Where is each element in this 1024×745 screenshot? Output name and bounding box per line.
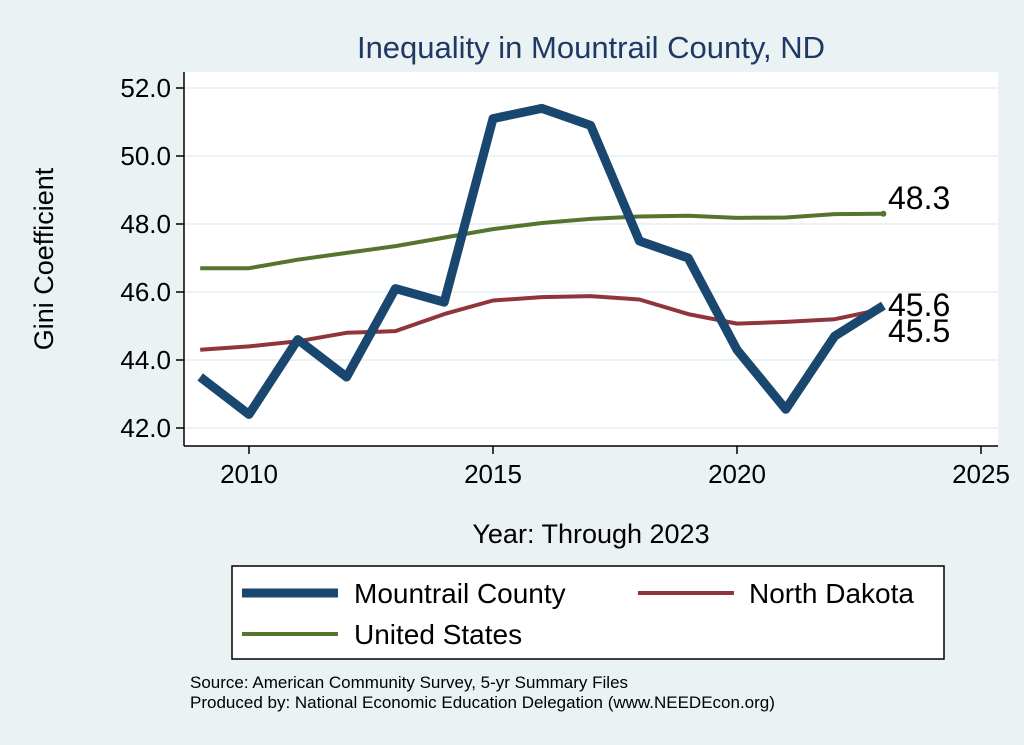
chart-title: Inequality in Mountrail County, ND bbox=[357, 30, 825, 65]
y-tick-label-4: 50.0 bbox=[120, 141, 171, 171]
x-tick-label-1: 2015 bbox=[464, 459, 522, 489]
x-axis-ticks: 2010 2015 2020 2025 bbox=[220, 446, 1010, 489]
y-tick-label-2: 46.0 bbox=[120, 277, 171, 307]
end-label-north-dakota: 45.5 bbox=[888, 313, 950, 349]
legend-label-united-states: United States bbox=[354, 619, 522, 650]
end-label-mountrail-county: 45.6 bbox=[888, 287, 950, 323]
legend-label-north-dakota: North Dakota bbox=[749, 578, 914, 609]
legend-label-mountrail-county: Mountrail County bbox=[354, 578, 566, 609]
legend-box bbox=[231, 565, 945, 660]
y-tick-label-5: 52.0 bbox=[120, 73, 171, 103]
legend: Mountrail County North Dakota United State… bbox=[242, 578, 914, 650]
series-lines bbox=[197, 103, 887, 419]
series-line-united-states bbox=[200, 211, 884, 271]
x-tick-label-0: 2010 bbox=[220, 459, 278, 489]
y-axis-ticks: 42.0 44.0 46.0 48.0 50.0 52.0 bbox=[120, 73, 184, 443]
x-tick-label-2: 2020 bbox=[708, 459, 766, 489]
y-tick-label-3: 48.0 bbox=[120, 209, 171, 239]
source-note: Source: American Community Survey, 5-yr … bbox=[190, 673, 629, 692]
y-axis-label: Gini Coefficient bbox=[29, 167, 59, 350]
end-labels: 45.645.5 48.3 bbox=[888, 180, 950, 349]
producer-note: Produced by: National Economic Education… bbox=[190, 693, 775, 712]
series-line-north-dakota bbox=[200, 294, 884, 352]
y-tick-label-1: 44.0 bbox=[120, 345, 171, 375]
x-tick-label-3: 2025 bbox=[952, 459, 1010, 489]
end-label-united-states: 48.3 bbox=[888, 180, 950, 216]
series-line-mountrail-county bbox=[197, 103, 886, 419]
y-tick-label-0: 42.0 bbox=[120, 413, 171, 443]
end-marker-united-states bbox=[880, 210, 887, 217]
x-axis-label: Year: Through 2023 bbox=[472, 519, 709, 549]
